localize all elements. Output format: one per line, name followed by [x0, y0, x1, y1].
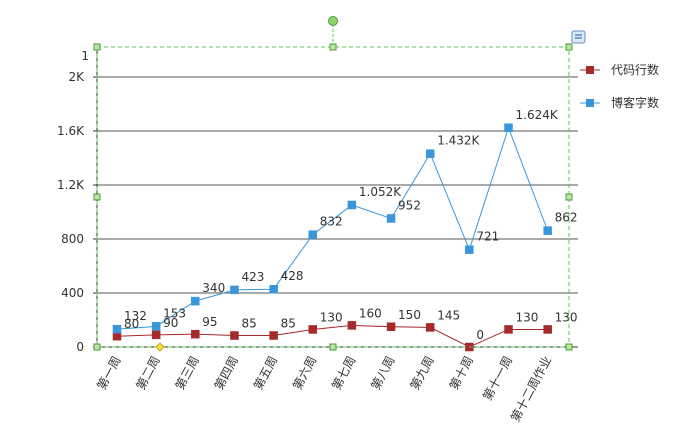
x-tick-label: 第八周 [368, 354, 397, 392]
axes: 1 [81, 49, 578, 348]
x-tick-label: 第四周 [212, 354, 241, 392]
legend-label: 博客字数 [611, 95, 659, 110]
grid-lines [97, 76, 578, 294]
data-label: 130 [555, 310, 578, 324]
x-tick-label: 第十二周作业 [508, 354, 554, 424]
legend-marker [586, 66, 594, 74]
x-tick-label: 第十周 [447, 354, 476, 392]
x-tick-label: 第九周 [408, 354, 437, 392]
data-point [386, 322, 396, 331]
data-label: 85 [281, 317, 296, 331]
data-point [386, 214, 396, 223]
legend-item: 博客字数 [580, 95, 659, 110]
data-label: 95 [202, 315, 217, 329]
selection-border[interactable] [96, 46, 570, 348]
data-point [269, 284, 278, 294]
data-point [308, 325, 317, 334]
resize-handle-bottom-right[interactable] [565, 343, 573, 351]
data-point [347, 200, 357, 210]
data-point [425, 149, 435, 158]
selection-frame[interactable] [93, 16, 586, 352]
x-tick-label: 第五周 [251, 354, 280, 392]
y-tick-label: 2K [68, 70, 85, 84]
resize-handle-middle-right[interactable] [565, 193, 573, 201]
data-point [112, 324, 122, 334]
resize-handle-top-middle[interactable] [329, 43, 337, 51]
data-label: 1.432K [437, 134, 480, 148]
data-point [347, 321, 357, 330]
data-point [504, 325, 513, 334]
data-point [151, 322, 161, 331]
data-label: 145 [437, 308, 460, 322]
y-tick-labels: 0 400 800 1.2K 1.6K 2K [57, 70, 97, 354]
series-2 [112, 123, 552, 334]
data-label: 80 [124, 317, 139, 331]
resize-handle-top-left[interactable] [93, 43, 101, 51]
data-point [191, 329, 200, 339]
legend-marker [586, 99, 594, 107]
resize-handle-bottom-left[interactable] [93, 343, 101, 351]
data-point [269, 331, 278, 340]
legend-item: 代码行数 [580, 62, 659, 77]
series-1 [112, 321, 552, 352]
x-tick-label: 第二周 [134, 354, 163, 392]
x-tick-label: 第一周 [94, 354, 123, 392]
data-label: 0 [476, 328, 484, 342]
data-point [308, 230, 317, 239]
series-line [116, 126, 549, 330]
y-tick-label: 0 [76, 340, 84, 354]
data-label: 428 [281, 269, 304, 283]
data-label: 130 [516, 310, 539, 324]
chart-menu-icon[interactable] [571, 30, 586, 44]
resize-handle-bottom-middle[interactable] [329, 343, 337, 351]
data-label: 423 [241, 270, 264, 284]
data-point [191, 296, 200, 306]
x-tick-label: 第七周 [329, 354, 358, 392]
data-label: 721 [476, 230, 499, 244]
x-tick-label: 第十一周 [480, 354, 515, 403]
x-tick-label: 第六周 [290, 354, 319, 392]
y-tick-label: 400 [61, 286, 84, 300]
x-tick-label: 第三周 [173, 354, 202, 392]
resize-handle-middle-left[interactable] [93, 193, 101, 201]
data-label: 1.052K [359, 185, 402, 199]
data-label: 1.624K [516, 108, 559, 122]
legend-label: 代码行数 [611, 62, 659, 77]
data-point [230, 285, 239, 295]
y-tick-label: 1.6K [57, 124, 85, 138]
data-label: 832 [320, 215, 343, 229]
data-label: 160 [359, 306, 382, 320]
data-label: 150 [398, 308, 421, 322]
rotate-handle[interactable] [328, 16, 338, 26]
data-label: 340 [202, 281, 225, 295]
data-point [230, 331, 239, 340]
data-point [151, 330, 161, 340]
adjust-handle[interactable] [155, 342, 165, 352]
series-line [116, 324, 548, 348]
data-point [543, 226, 552, 235]
data-label: 130 [320, 310, 343, 324]
data-label: 862 [555, 211, 578, 225]
data-label: 952 [398, 198, 421, 212]
data-label: 132 [124, 309, 147, 323]
data-labels: 80 90 95 85 85 130 160 150 145 0 130 130 132 153 340 42… [124, 108, 578, 342]
data-point [504, 123, 513, 133]
series [112, 123, 552, 352]
y-axis-top-label: 1 [81, 49, 89, 63]
data-point [465, 245, 474, 254]
data-point [543, 325, 552, 334]
data-label: 153 [163, 306, 186, 320]
data-label: 90 [163, 316, 178, 330]
resize-handle-top-right[interactable] [565, 43, 573, 51]
y-tick-label: 1.2K [57, 178, 85, 192]
y-tick-label: 800 [61, 232, 84, 246]
data-point [425, 323, 435, 332]
data-label: 85 [241, 317, 256, 331]
